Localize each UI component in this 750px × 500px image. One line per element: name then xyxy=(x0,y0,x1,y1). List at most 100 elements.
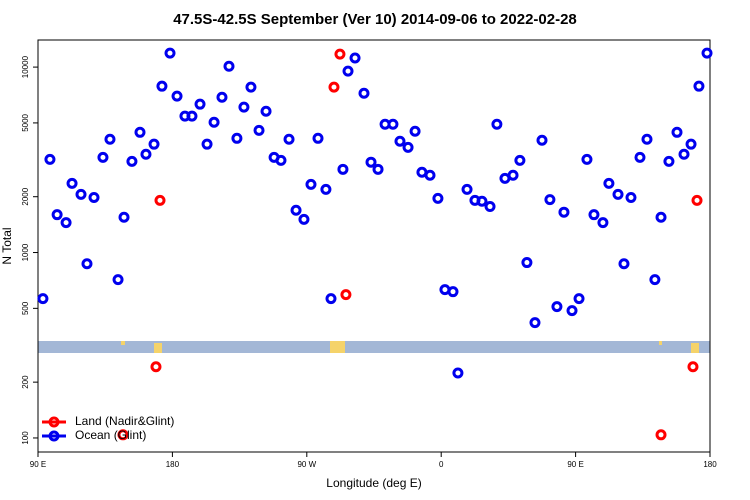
x-axis-label: Longitude (deg E) xyxy=(326,476,421,490)
x-tick-label: 0 xyxy=(439,460,444,469)
point xyxy=(491,118,503,130)
point xyxy=(507,169,519,181)
point xyxy=(298,213,310,225)
point xyxy=(325,293,337,305)
point xyxy=(618,258,630,270)
point xyxy=(194,98,206,110)
point xyxy=(334,48,346,60)
point xyxy=(641,133,653,145)
point xyxy=(150,361,162,373)
point xyxy=(253,124,265,136)
point xyxy=(634,151,646,163)
point xyxy=(544,194,556,206)
point xyxy=(671,126,683,138)
point xyxy=(275,154,287,166)
y-tick-label: 200 xyxy=(21,375,30,389)
point xyxy=(402,141,414,153)
point xyxy=(154,194,166,206)
x-tick-label: 180 xyxy=(166,460,180,469)
point xyxy=(566,305,578,317)
x-tick-label: 180 xyxy=(703,460,717,469)
point xyxy=(447,286,459,298)
point xyxy=(484,201,496,213)
point xyxy=(112,274,124,286)
point xyxy=(140,148,152,160)
point xyxy=(678,148,690,160)
point xyxy=(283,133,295,145)
point xyxy=(66,177,78,189)
point xyxy=(75,188,87,200)
point xyxy=(312,132,324,144)
point xyxy=(305,178,317,190)
point xyxy=(573,293,585,305)
legend-label: Ocean (Glint) xyxy=(75,428,146,442)
point xyxy=(701,47,713,59)
point xyxy=(164,47,176,59)
point xyxy=(171,90,183,102)
point xyxy=(328,81,340,93)
point xyxy=(612,188,624,200)
point xyxy=(290,204,302,216)
point xyxy=(358,87,370,99)
point xyxy=(186,110,198,122)
y-tick-label: 10000 xyxy=(21,55,30,78)
point xyxy=(424,169,436,181)
chart-title: 47.5S-42.5S September (Ver 10) 2014-09-0… xyxy=(173,11,577,28)
point xyxy=(223,60,235,72)
point xyxy=(148,138,160,150)
y-tick-label: 100 xyxy=(21,431,30,445)
point xyxy=(60,217,72,229)
point xyxy=(365,156,377,168)
legend-marker xyxy=(48,416,60,428)
point xyxy=(394,135,406,147)
y-axis-label: N Total xyxy=(0,227,14,264)
y-tick-label: 500 xyxy=(21,301,30,315)
point xyxy=(216,91,228,103)
y-tick-label: 2000 xyxy=(21,187,30,205)
point xyxy=(231,132,243,144)
point xyxy=(104,133,116,145)
x-tick-label: 90 E xyxy=(567,460,583,469)
legend-marker xyxy=(48,430,60,442)
point xyxy=(693,80,705,92)
point xyxy=(208,116,220,128)
y-tick-label: 1000 xyxy=(21,243,30,261)
point xyxy=(81,258,93,270)
point xyxy=(452,367,464,379)
point xyxy=(663,155,675,167)
point xyxy=(691,194,703,206)
point xyxy=(349,52,361,64)
point xyxy=(476,195,488,207)
point xyxy=(372,163,384,175)
point xyxy=(581,153,593,165)
point xyxy=(687,361,699,373)
point xyxy=(118,211,130,223)
point xyxy=(245,81,257,93)
point xyxy=(529,317,541,329)
point xyxy=(342,65,354,77)
point xyxy=(597,217,609,229)
point xyxy=(551,301,563,313)
x-tick-label: 90 E xyxy=(30,460,46,469)
point xyxy=(117,429,129,441)
plot-frame xyxy=(37,39,711,453)
point xyxy=(97,151,109,163)
y-tick-label: 5000 xyxy=(21,113,30,131)
point xyxy=(387,118,399,130)
point xyxy=(44,153,56,165)
point xyxy=(320,183,332,195)
point xyxy=(461,183,473,195)
point xyxy=(340,289,352,301)
point xyxy=(558,206,570,218)
x-tick-label: 90 W xyxy=(297,460,316,469)
point xyxy=(156,80,168,92)
point xyxy=(201,138,213,150)
point xyxy=(37,293,49,305)
point xyxy=(409,125,421,137)
point xyxy=(655,429,667,441)
point xyxy=(260,105,272,117)
point xyxy=(337,163,349,175)
point xyxy=(649,274,661,286)
point xyxy=(134,126,146,138)
